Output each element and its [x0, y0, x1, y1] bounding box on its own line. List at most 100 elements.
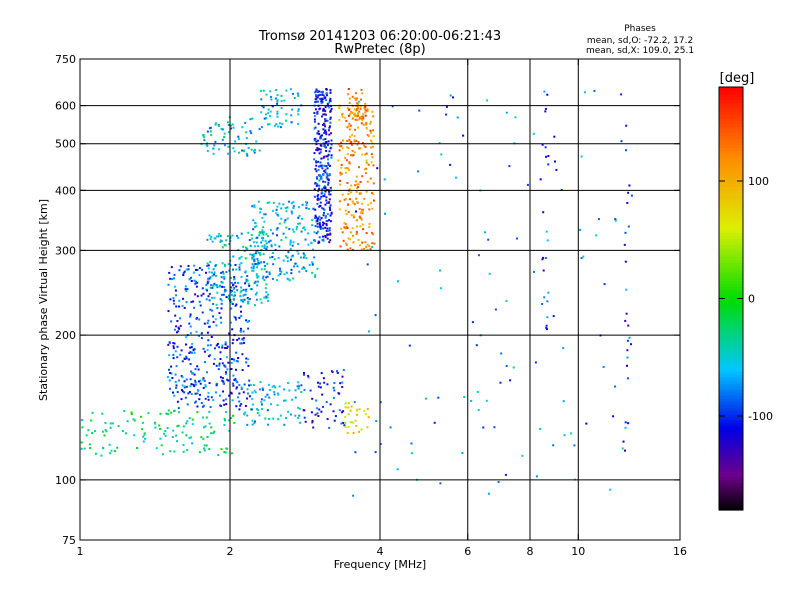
- colorbar-segment: [719, 253, 743, 257]
- data-point: [219, 234, 222, 237]
- data-point: [190, 346, 193, 349]
- data-point: [493, 426, 496, 429]
- data-point: [366, 110, 369, 112]
- data-point: [271, 232, 274, 235]
- data-point: [322, 113, 325, 116]
- data-point: [291, 212, 293, 215]
- data-point: [189, 351, 192, 354]
- data-point: [203, 136, 205, 139]
- data-point: [354, 128, 357, 131]
- colorbar-segment: [719, 322, 743, 327]
- data-point: [316, 220, 319, 222]
- data-point: [251, 403, 254, 406]
- data-point: [316, 96, 319, 99]
- data-point: [486, 99, 489, 102]
- data-point: [324, 168, 327, 171]
- data-point: [348, 162, 351, 165]
- data-point: [326, 172, 328, 175]
- data-point: [350, 191, 353, 194]
- data-point: [370, 161, 373, 164]
- data-point: [555, 168, 558, 171]
- data-point: [359, 108, 362, 110]
- data-point: [207, 264, 210, 267]
- chart-title: Tromsø 20141203 06:20:00-06:21:43: [258, 29, 501, 44]
- data-point: [231, 342, 234, 345]
- data-point: [289, 413, 292, 416]
- data-point: [338, 118, 341, 121]
- data-point: [322, 97, 325, 100]
- data-point: [315, 164, 318, 167]
- data-point: [389, 426, 392, 429]
- data-point: [301, 203, 304, 206]
- colorbar-segment: [719, 337, 743, 342]
- data-point: [283, 388, 286, 391]
- data-point: [348, 169, 351, 172]
- data-point: [301, 217, 303, 220]
- colorbar-segment: [719, 506, 743, 511]
- data-point: [216, 307, 219, 310]
- data-point: [292, 241, 295, 244]
- data-point: [452, 96, 454, 99]
- data-point: [315, 88, 318, 91]
- data-point: [324, 125, 327, 128]
- data-point: [366, 243, 369, 246]
- data-point: [364, 146, 367, 148]
- colorbar-segment: [719, 500, 743, 505]
- data-point: [347, 125, 350, 128]
- data-point: [258, 252, 261, 255]
- colorbar-segment: [719, 250, 743, 254]
- data-point: [484, 231, 487, 234]
- data-point: [324, 216, 327, 219]
- data-point: [164, 434, 167, 437]
- data-point: [305, 257, 308, 260]
- colorbar-tick-label: -100: [748, 410, 773, 423]
- data-point: [181, 431, 184, 434]
- data-point: [375, 420, 378, 422]
- data-point: [254, 280, 257, 283]
- data-point: [329, 125, 331, 128]
- data-point: [276, 234, 278, 237]
- data-point: [352, 234, 354, 237]
- data-point: [276, 94, 279, 97]
- data-point: [215, 364, 218, 367]
- data-point: [237, 396, 239, 399]
- data-point: [230, 127, 232, 130]
- data-point: [260, 398, 263, 401]
- data-point: [198, 300, 201, 303]
- data-point: [445, 113, 448, 116]
- data-point: [189, 385, 192, 388]
- data-point: [321, 393, 324, 396]
- data-point: [241, 338, 244, 341]
- data-point: [323, 211, 325, 214]
- data-point: [170, 266, 173, 269]
- colorbar-segment: [719, 244, 743, 248]
- data-point: [365, 190, 368, 193]
- data-point: [196, 388, 199, 391]
- data-point: [544, 257, 547, 259]
- data-point: [160, 444, 163, 447]
- data-point: [224, 398, 227, 401]
- data-point: [305, 207, 308, 210]
- data-point: [329, 110, 332, 113]
- data-point: [253, 149, 256, 152]
- data-point: [197, 368, 200, 371]
- data-point: [349, 238, 351, 241]
- data-point: [324, 203, 327, 206]
- data-point: [159, 437, 162, 440]
- data-point: [326, 227, 329, 230]
- data-point: [268, 389, 271, 391]
- data-point: [371, 192, 373, 194]
- data-point: [196, 392, 199, 395]
- data-point: [355, 97, 358, 100]
- data-point: [347, 114, 350, 117]
- data-point: [361, 119, 364, 122]
- data-point: [625, 124, 628, 127]
- data-point: [487, 238, 490, 241]
- colorbar-segment: [719, 410, 743, 414]
- data-point: [267, 423, 269, 426]
- legend-entry-x: mean, sd,X: 109.0, 25.1: [586, 46, 694, 56]
- data-point: [325, 230, 328, 232]
- data-point: [339, 173, 342, 176]
- data-point: [544, 146, 547, 149]
- data-point: [200, 294, 203, 297]
